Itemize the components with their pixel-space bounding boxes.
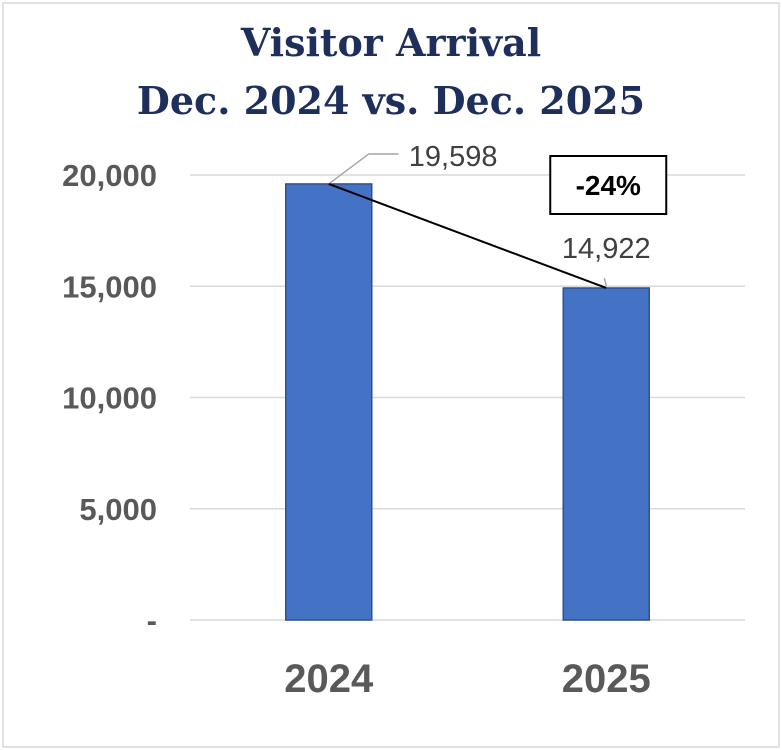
change-percent-label: -24% [576, 170, 641, 201]
x-tick-label: 2024 [284, 657, 374, 701]
data-label-leader [603, 277, 607, 287]
data-label: 19,598 [409, 141, 498, 173]
bar-2024 [285, 183, 373, 621]
y-tick-label: 20,000 [62, 158, 157, 193]
y-axis-tick-labels: - 5,000 10,000 15,000 20,000 [62, 158, 157, 638]
y-tick-label: 15,000 [62, 269, 157, 304]
bars [285, 183, 650, 621]
change-percent-box [549, 155, 668, 215]
x-axis-tick-labels: 2024 2025 [284, 657, 650, 701]
y-tick-label: 5,000 [79, 492, 157, 527]
change-annotation: -24% [328, 155, 668, 289]
data-label: 14,922 [562, 233, 651, 265]
y-tick-label: 10,000 [62, 381, 157, 416]
change-line [328, 183, 607, 289]
y-tick-label: - [147, 603, 157, 638]
chart-title-line-2: Dec. 2024 vs. Dec. 2025 [137, 78, 645, 123]
chart-title-line-1: Visitor Arrival [240, 20, 541, 65]
data-label-leader [328, 153, 399, 185]
x-tick-label: 2025 [562, 657, 651, 701]
data-labels: 19,598 14,922 [328, 141, 651, 287]
bar-2025 [562, 287, 650, 621]
